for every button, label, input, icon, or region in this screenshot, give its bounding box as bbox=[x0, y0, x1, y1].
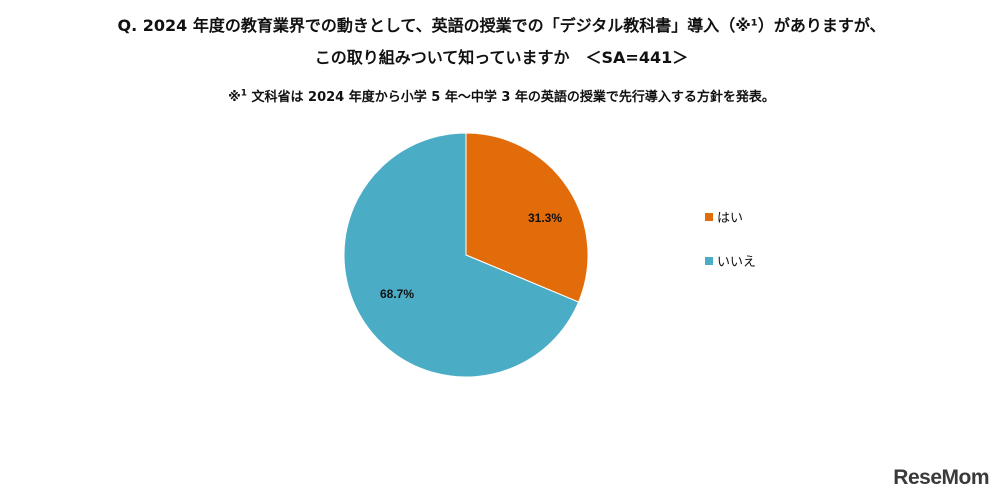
footnote-mark: ※ bbox=[228, 90, 241, 105]
chart-footnote: ※1 文科省は 2024 年度から小学 5 年～中学 3 年の英語の授業で先行導… bbox=[0, 86, 1003, 105]
resemom-logo: ReseMom bbox=[893, 466, 989, 489]
footnote-superscript: 1 bbox=[240, 88, 247, 99]
chart-title-line1: Q. 2024 年度の教育業界での動きとして、英語の授業での「デジタル教科書」導… bbox=[117, 16, 886, 35]
data-label-yes: 31.3% bbox=[528, 211, 562, 225]
pie-slice-yes bbox=[465, 132, 589, 303]
legend-swatch-yes bbox=[705, 213, 713, 221]
data-label-no: 68.7% bbox=[380, 287, 414, 301]
legend-label-yes: はい bbox=[717, 211, 743, 226]
footnote-text: 文科省は 2024 年度から小学 5 年～中学 3 年の英語の授業で先行導入する… bbox=[246, 90, 775, 105]
legend-swatch-no bbox=[705, 257, 713, 265]
legend-label-no: いいえ bbox=[717, 255, 756, 270]
pie-slice-no bbox=[343, 132, 580, 378]
chart-title-line2: この取り組みついて知っていますか ＜SA=441＞ bbox=[314, 48, 689, 67]
